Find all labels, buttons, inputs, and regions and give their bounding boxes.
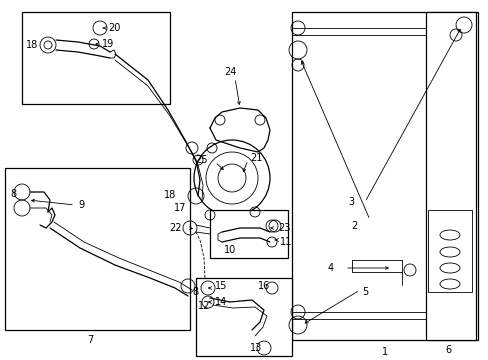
Text: 12: 12 xyxy=(198,301,210,311)
Text: 24: 24 xyxy=(224,67,236,77)
Text: 20: 20 xyxy=(108,23,120,33)
Text: 14: 14 xyxy=(215,297,227,307)
Bar xyxy=(291,12,477,340)
Text: 4: 4 xyxy=(327,263,333,273)
Text: 25: 25 xyxy=(195,155,207,165)
Text: 5: 5 xyxy=(361,287,367,297)
Bar xyxy=(196,278,291,356)
Bar xyxy=(5,168,190,330)
Text: 8: 8 xyxy=(192,287,198,297)
Text: 13: 13 xyxy=(249,343,262,353)
Text: 10: 10 xyxy=(224,245,236,255)
Text: 18: 18 xyxy=(26,40,38,50)
Text: 8: 8 xyxy=(10,189,16,199)
Text: 18: 18 xyxy=(163,190,176,200)
Bar xyxy=(427,210,471,292)
Text: 17: 17 xyxy=(173,203,185,213)
Bar xyxy=(22,12,170,104)
Text: 15: 15 xyxy=(215,281,227,291)
Text: 2: 2 xyxy=(351,221,357,231)
Text: 3: 3 xyxy=(347,197,353,207)
Text: 16: 16 xyxy=(258,281,270,291)
Text: 1: 1 xyxy=(381,347,387,357)
Text: 19: 19 xyxy=(102,39,114,49)
Text: 6: 6 xyxy=(444,345,450,355)
Text: 22: 22 xyxy=(169,223,182,233)
Text: 21: 21 xyxy=(249,153,262,163)
Text: 23: 23 xyxy=(278,223,290,233)
Text: 11: 11 xyxy=(280,237,292,247)
Bar xyxy=(209,210,287,258)
Bar xyxy=(425,12,475,340)
Text: 7: 7 xyxy=(87,335,93,345)
Text: 9: 9 xyxy=(78,200,84,210)
